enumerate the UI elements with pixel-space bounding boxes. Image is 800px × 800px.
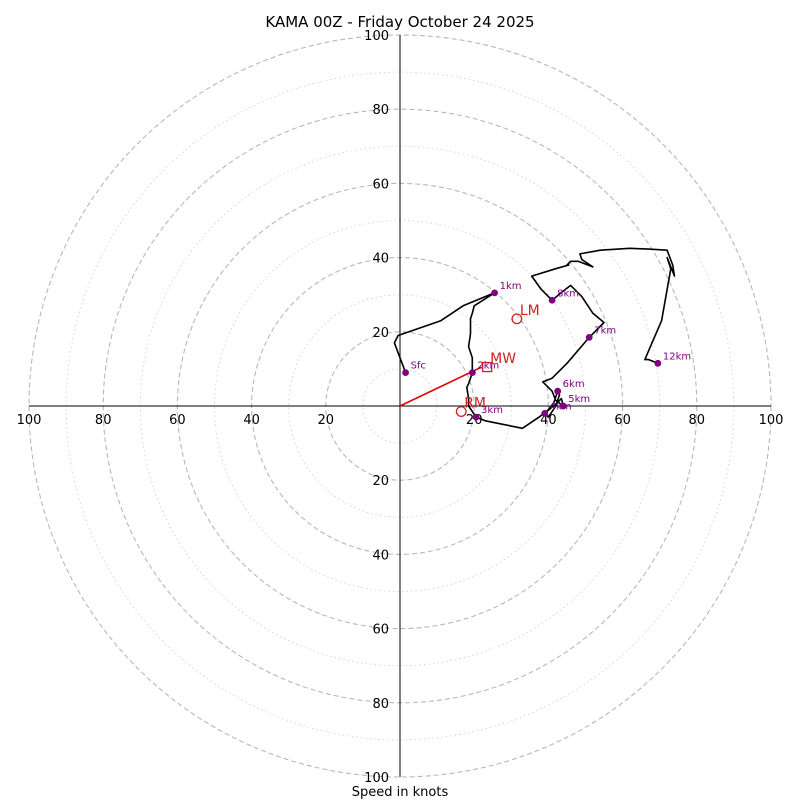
tick-labels: 2020202040404040606060608080808010010010… [17, 29, 784, 786]
height-point-8km [548, 296, 556, 304]
height-points: Sfc1km2km3km4km5km6km7km8km12km [402, 281, 691, 421]
tick-label-north-100: 100 [364, 29, 389, 44]
tick-label-west-100: 100 [17, 413, 42, 428]
height-point-12km [654, 359, 662, 367]
tick-label-north-40: 40 [372, 252, 389, 267]
height-label-2km: 2km [477, 361, 499, 372]
x-axis-label: Speed in knots [352, 785, 449, 800]
tick-label-north-60: 60 [372, 177, 389, 192]
motion-label-lm: LM [520, 303, 540, 319]
tick-label-west-80: 80 [95, 413, 112, 428]
chart-title: KAMA 00Z - Friday October 24 2025 [265, 13, 534, 31]
tick-label-east-80: 80 [689, 413, 706, 428]
motion-label-rm: RM [464, 396, 486, 412]
height-label-1km: 1km [500, 281, 522, 292]
tick-label-west-40: 40 [243, 413, 260, 428]
height-label-8km: 8km [557, 288, 579, 299]
tick-label-south-60: 60 [372, 623, 389, 638]
motion-marker-mw [482, 361, 493, 373]
tick-label-east-100: 100 [759, 413, 784, 428]
tick-label-north-80: 80 [372, 103, 389, 118]
height-label-6km: 6km [563, 379, 585, 390]
shear-vector-group [399, 366, 482, 407]
tick-label-north-20: 20 [372, 326, 389, 341]
tick-label-south-40: 40 [372, 548, 389, 563]
height-point-3km [472, 413, 480, 421]
height-label-12km: 12km [663, 351, 691, 362]
height-point-6km [554, 387, 562, 395]
tick-label-west-20: 20 [318, 413, 335, 428]
motion-marker-lm [511, 313, 523, 325]
storm-motions: LM MW RM [455, 303, 540, 418]
tick-label-east-60: 60 [614, 413, 631, 428]
tick-label-south-20: 20 [372, 474, 389, 489]
height-point-5km [559, 402, 567, 410]
height-label-3km: 3km [481, 405, 503, 416]
height-label-sfc: Sfc [411, 361, 426, 372]
height-label-7km: 7km [594, 325, 616, 336]
height-point-sfc [402, 369, 409, 377]
motion-marker-rm [455, 406, 467, 418]
tick-label-south-100: 100 [364, 771, 389, 786]
hodograph-trace-line [393, 247, 676, 430]
tick-label-west-60: 60 [169, 413, 186, 428]
height-label-5km: 5km [568, 394, 590, 405]
height-point-4km [541, 410, 549, 417]
height-point-7km [585, 333, 593, 341]
height-point-1km [491, 289, 499, 297]
height-point-2km [468, 369, 476, 377]
shear-vector-line [399, 366, 482, 407]
tick-label-south-80: 80 [372, 697, 389, 712]
motion-label-mw: MW [490, 351, 516, 367]
wind-trace [393, 247, 676, 430]
